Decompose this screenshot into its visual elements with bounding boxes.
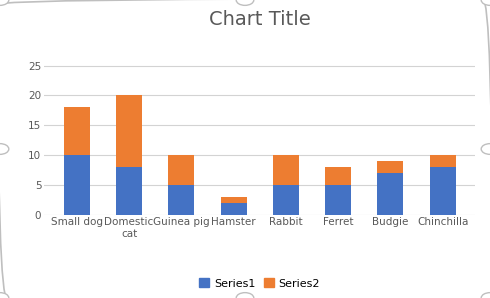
Bar [377, 161, 403, 173]
Bar [64, 155, 90, 215]
Bar [325, 185, 351, 215]
Bar [430, 167, 456, 215]
Bar [273, 155, 299, 185]
Legend: Series1, Series2: Series1, Series2 [195, 274, 324, 293]
Bar [116, 95, 142, 167]
Title: Chart Title: Chart Title [209, 10, 311, 29]
Bar [220, 203, 246, 215]
Bar [220, 197, 246, 203]
Bar [64, 107, 90, 155]
Bar [377, 173, 403, 215]
Bar [430, 155, 456, 167]
Bar [325, 167, 351, 185]
Bar [168, 155, 195, 185]
Bar [168, 185, 195, 215]
Bar [116, 167, 142, 215]
Bar [273, 185, 299, 215]
